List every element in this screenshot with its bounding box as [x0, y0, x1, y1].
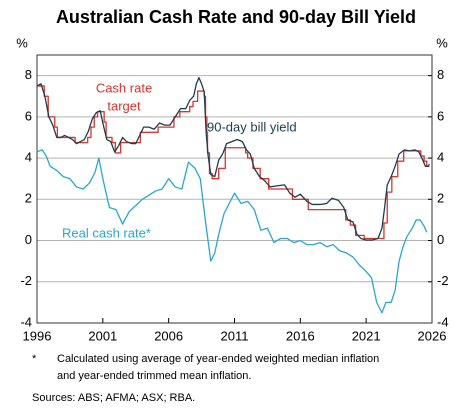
- x-tick-label: 2026: [418, 328, 447, 343]
- y-axis-unit: %: [16, 35, 28, 50]
- y-tick-label: -2: [20, 273, 32, 288]
- x-tick-label: 2016: [286, 328, 315, 343]
- x-tick-label: 1996: [23, 328, 52, 343]
- y2-axis-unit: %: [436, 35, 448, 50]
- y2-tick-label: 4: [437, 150, 444, 165]
- annotation: 90-day bill yield: [207, 119, 297, 134]
- x-tick-label: 2006: [154, 328, 183, 343]
- series-line: [36, 149, 428, 314]
- series-line: [36, 77, 430, 241]
- plot-frame: [36, 54, 433, 324]
- annotation: Real cash rate*: [62, 225, 151, 240]
- y-tick-label: -4: [20, 314, 32, 329]
- y2-tick-label: -4: [437, 314, 449, 329]
- y2-tick-label: 0: [437, 232, 444, 247]
- annotation: target: [107, 98, 141, 113]
- y-tick-label: 0: [25, 232, 32, 247]
- x-tick-label: 2001: [88, 328, 117, 343]
- y-tick-label: 8: [25, 67, 32, 82]
- x-tick-label: 2021: [352, 328, 381, 343]
- sources: Sources: ABS; AFMA; ASX; RBA.: [32, 392, 195, 404]
- annotation: Cash rate: [96, 80, 152, 95]
- y-tick-label: 2: [25, 191, 32, 206]
- note-line: and year-ended trimmed mean inflation.: [57, 370, 251, 382]
- x-tick-label: 2011: [221, 328, 249, 343]
- y-tick-label: 4: [25, 150, 32, 165]
- y2-tick-label: 6: [437, 108, 444, 123]
- series-line: [37, 85, 430, 240]
- y2-tick-label: -2: [437, 273, 449, 288]
- note-marker: *: [32, 353, 37, 365]
- y2-tick-label: 2: [437, 191, 444, 206]
- note-line: Calculated using average of year-ended w…: [57, 353, 379, 365]
- y-tick-label: 6: [25, 108, 32, 123]
- y2-tick-label: 8: [437, 67, 444, 82]
- chart-title: Australian Cash Rate and 90-day Bill Yie…: [56, 7, 416, 27]
